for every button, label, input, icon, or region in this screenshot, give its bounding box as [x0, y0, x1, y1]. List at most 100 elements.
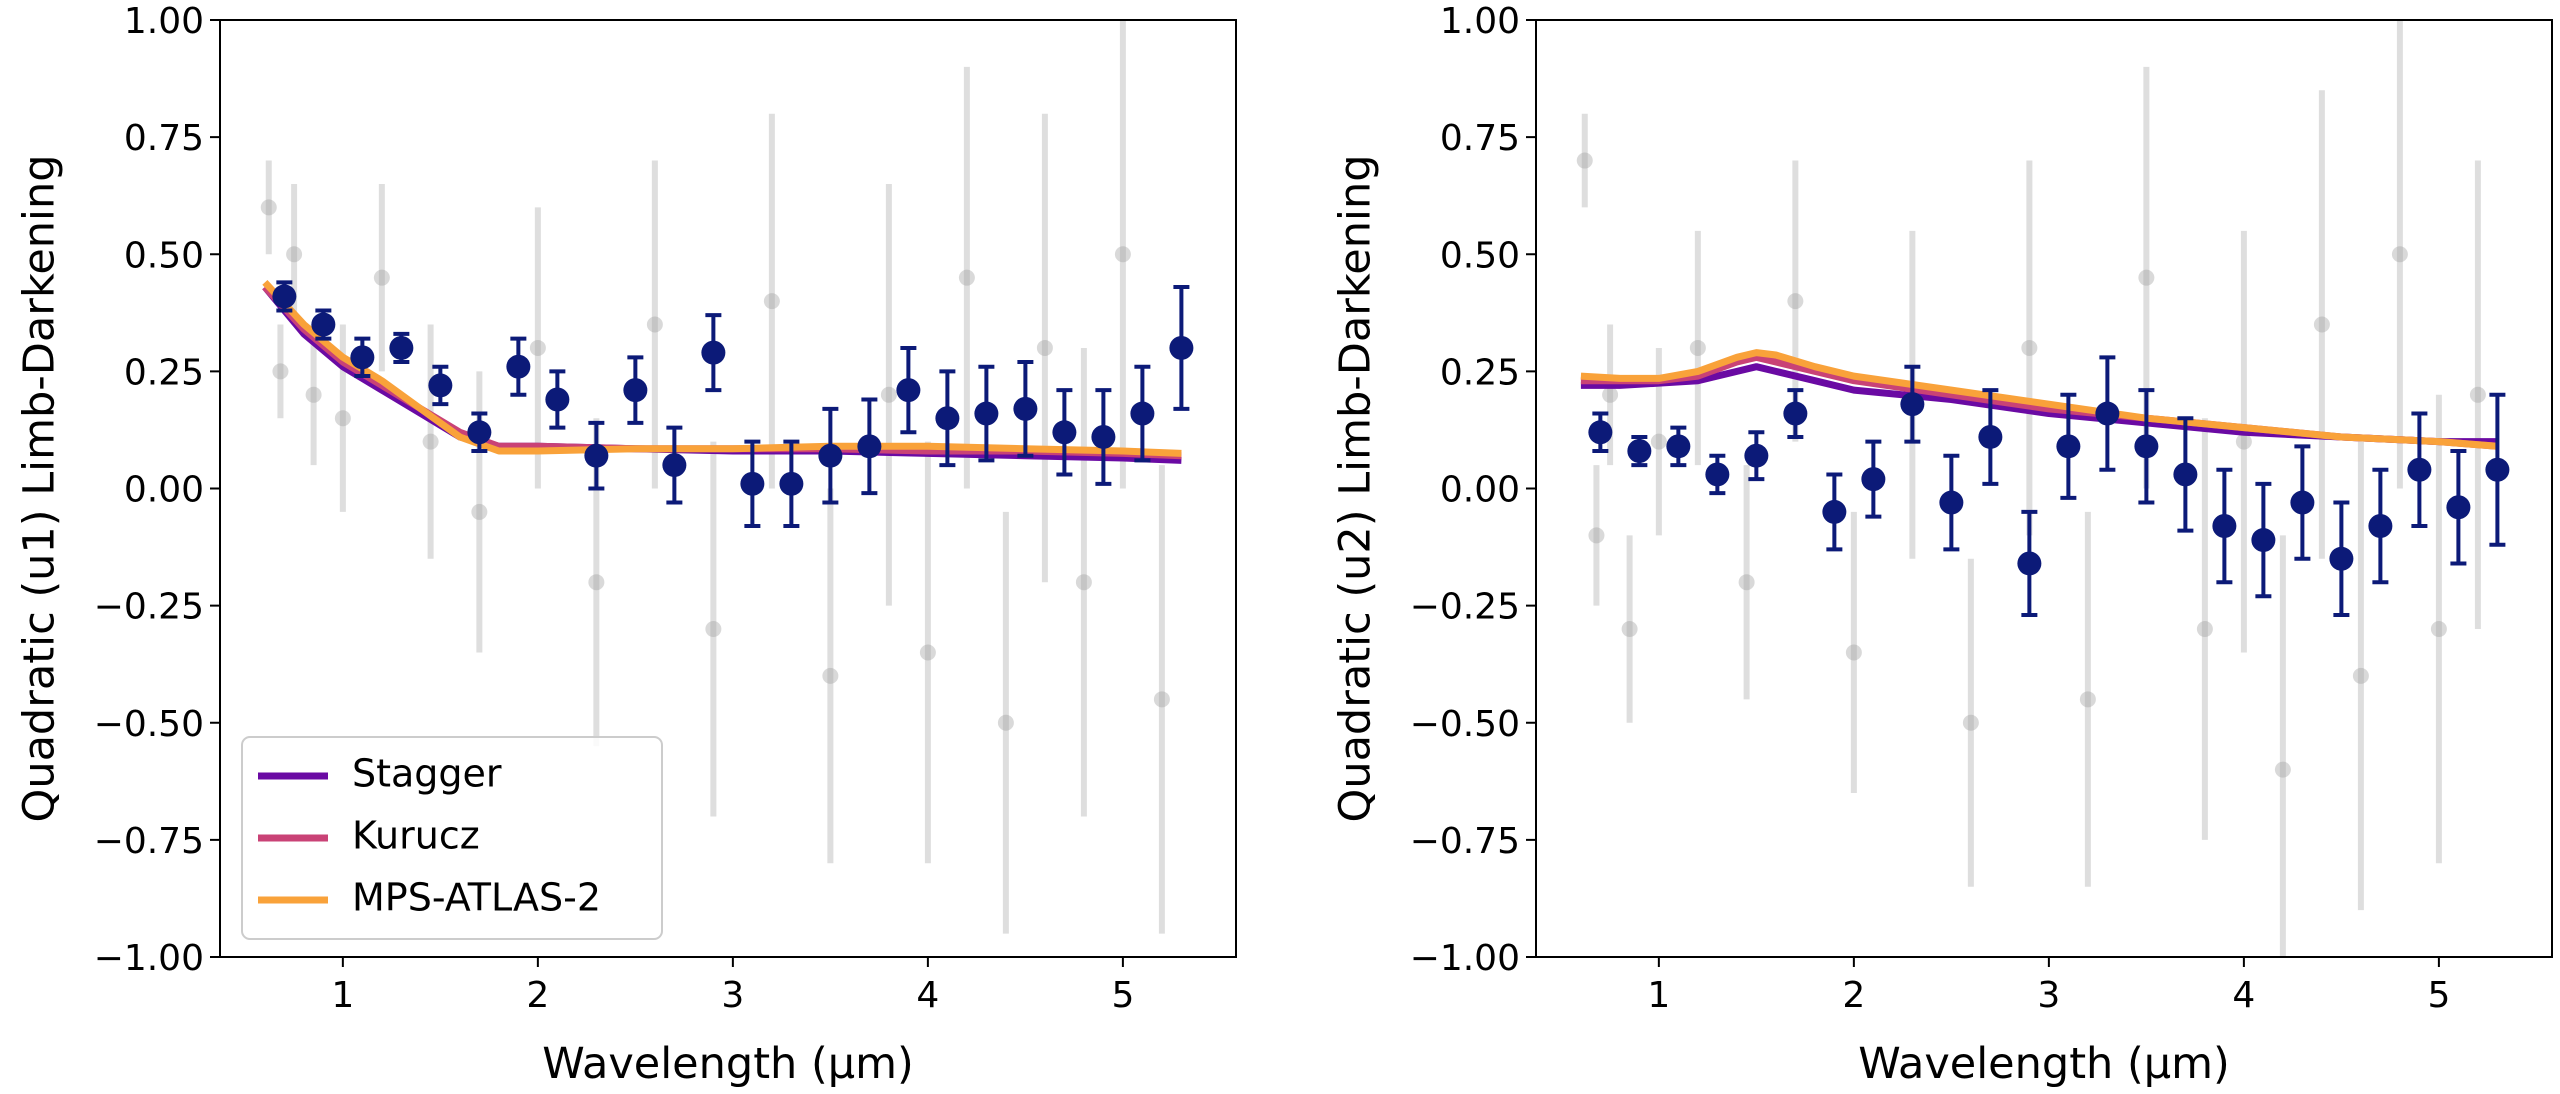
y-tick-label: 0.50	[1440, 235, 1520, 276]
data-point	[1939, 490, 1964, 515]
data-point	[701, 340, 726, 365]
legend-label: Stagger	[352, 752, 502, 796]
data-point	[857, 434, 882, 459]
data-point	[2095, 401, 2120, 426]
panel: −1.00 −0.75 −0.50 −0.25 0.00 0.25 0.50 0.75 1.00…	[1331, 1, 2553, 1089]
data-point	[740, 471, 765, 496]
y-tick-label: −0.25	[1410, 587, 1520, 628]
legend-box	[241, 736, 663, 940]
x-tick-label: 2	[1842, 975, 1865, 1016]
data-point	[2021, 339, 2038, 356]
y-tick-label: 0.00	[1440, 470, 1520, 511]
data-point	[334, 410, 351, 427]
data-point	[2196, 621, 2213, 638]
data-point	[1169, 335, 1194, 360]
x-tick-label: 2	[526, 975, 549, 1016]
y-tick-label: −0.50	[1410, 704, 1520, 745]
y-tick-label: 0.75	[124, 118, 204, 159]
data-point	[1845, 644, 1862, 661]
x-tick-label: 5	[2427, 975, 2450, 1016]
data-point	[1036, 339, 1053, 356]
axes-frame	[219, 19, 1237, 958]
data-point	[1861, 467, 1886, 492]
data-point	[2329, 546, 2354, 571]
axes-frame	[1535, 19, 2553, 958]
data-point	[2407, 457, 2432, 482]
data-point	[2368, 513, 2393, 538]
y-tick-label: 0.00	[124, 470, 204, 511]
data-point	[1075, 574, 1092, 591]
data-point	[272, 363, 289, 380]
data-point	[2430, 621, 2447, 638]
data-point	[2251, 528, 2276, 553]
model-line	[1580, 349, 2498, 450]
data-point	[389, 335, 414, 360]
data-point	[1114, 246, 1131, 263]
x-tick-label: 3	[2037, 975, 2060, 1016]
data-point	[1783, 401, 1808, 426]
y-axis-label: Quadratic (u2) Limb-Darkening	[1331, 154, 1381, 822]
x-tick-label: 4	[2232, 975, 2255, 1016]
data-point	[305, 386, 322, 403]
data-point	[1052, 420, 1077, 445]
data-point	[1689, 339, 1706, 356]
x-tick-label: 3	[721, 975, 744, 1016]
y-tick-label: 1.00	[124, 1, 204, 42]
data-point	[584, 443, 609, 468]
data-point	[506, 354, 531, 379]
data-point	[1978, 424, 2003, 449]
y-tick-label: 1.00	[1440, 1, 1520, 42]
data-point	[896, 378, 921, 403]
data-point	[2017, 551, 2042, 576]
x-tick-label: 5	[1111, 975, 1134, 1016]
data-point	[919, 644, 936, 661]
data-point	[2274, 761, 2291, 778]
y-tick-label: −1.00	[94, 938, 204, 979]
y-axis-label: Quadratic (u1) Limb-Darkening	[15, 154, 65, 822]
x-axis-label: Wavelength (μm)	[1858, 1039, 2230, 1089]
data-point	[1588, 420, 1613, 445]
data-point	[260, 199, 277, 216]
legend-label: MPS-ATLAS-2	[352, 876, 601, 920]
data-point	[646, 316, 663, 333]
data-point	[2485, 457, 2510, 482]
x-tick-label: 1	[1647, 975, 1670, 1016]
data-point	[2079, 691, 2096, 708]
data-point	[763, 293, 780, 310]
data-point	[1602, 386, 1619, 403]
data-point	[467, 420, 492, 445]
legend-label: Kurucz	[352, 814, 480, 858]
data-point	[1650, 433, 1667, 450]
data-point	[1666, 434, 1691, 459]
data-point	[286, 246, 303, 263]
x-tick-label: 4	[916, 975, 939, 1016]
data-point	[935, 406, 960, 431]
data-point	[529, 339, 546, 356]
data-point	[1153, 691, 1170, 708]
data-point	[1013, 396, 1038, 421]
data-point	[1621, 621, 1638, 638]
data-point	[997, 714, 1014, 731]
data-point	[623, 378, 648, 403]
data-point	[662, 453, 687, 478]
data-point	[2352, 667, 2369, 684]
data-point	[1091, 424, 1116, 449]
data-point	[880, 386, 897, 403]
data-point	[1738, 574, 1755, 591]
y-tick-label: −0.50	[94, 704, 204, 745]
data-point	[1822, 499, 1847, 524]
data-point	[974, 401, 999, 426]
y-tick-label: −0.75	[94, 821, 204, 862]
data-point	[818, 443, 843, 468]
data-point	[422, 433, 439, 450]
data-point	[311, 312, 336, 337]
data-point	[1130, 401, 1155, 426]
data-point	[822, 667, 839, 684]
data-point	[2138, 269, 2155, 286]
data-point	[1705, 462, 1730, 487]
y-tick-label: 0.50	[124, 235, 204, 276]
data-point	[373, 269, 390, 286]
x-tick-label: 1	[331, 975, 354, 1016]
y-tick-label: −0.75	[1410, 821, 1520, 862]
